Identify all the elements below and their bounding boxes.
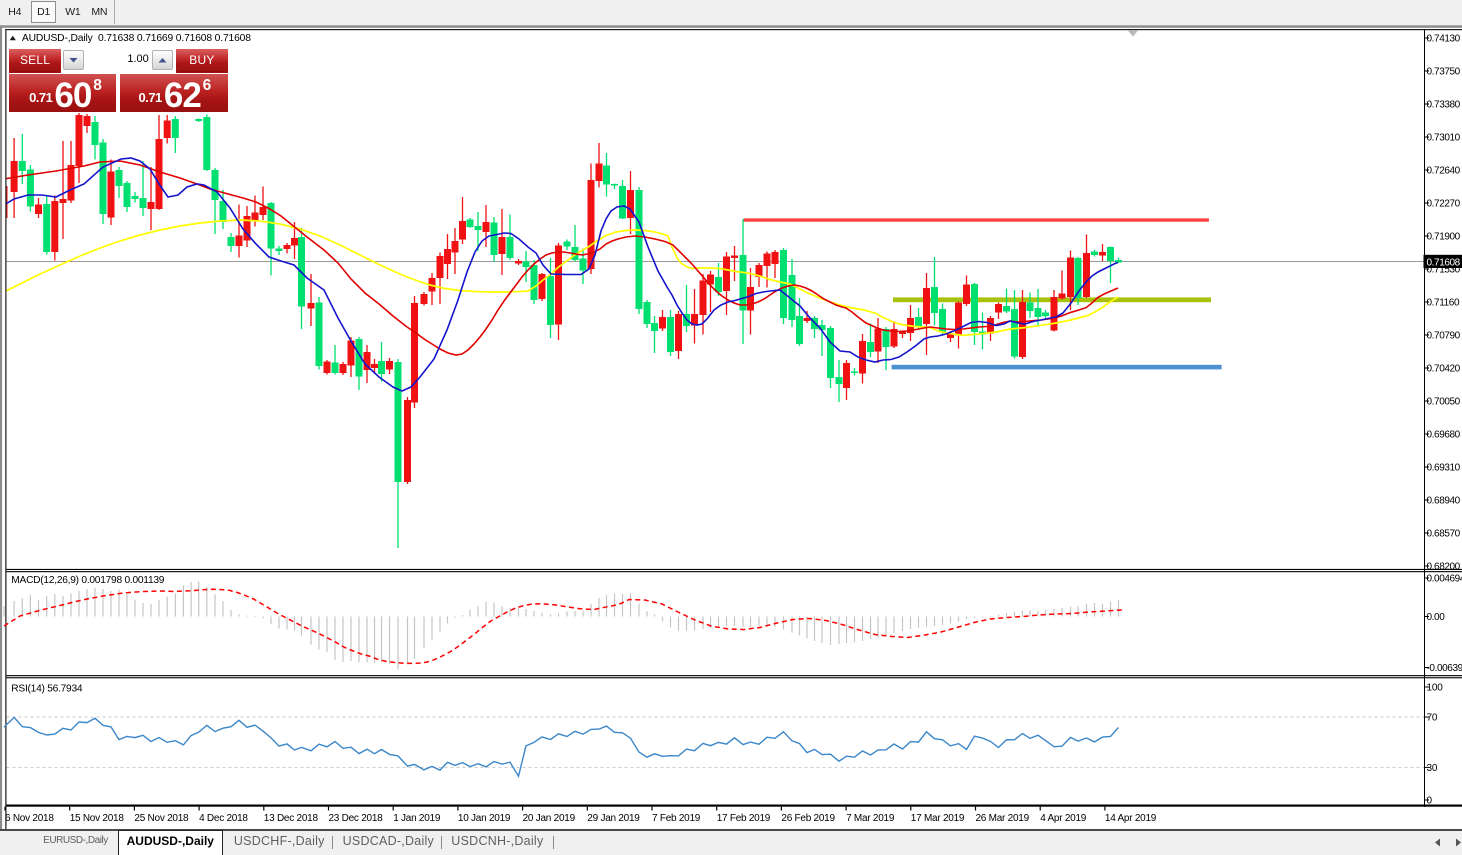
svg-text:23 Dec 2018: 23 Dec 2018: [329, 813, 384, 824]
svg-text:1 Jan 2019: 1 Jan 2019: [393, 813, 441, 824]
svg-text:30: 30: [1427, 763, 1438, 774]
svg-text:26 Feb 2019: 26 Feb 2019: [781, 813, 835, 824]
svg-text:0.73010: 0.73010: [1427, 133, 1461, 144]
svg-text:26 Mar 2019: 26 Mar 2019: [976, 813, 1030, 824]
svg-text:0.71608: 0.71608: [1427, 258, 1461, 269]
svg-text:0.72640: 0.72640: [1427, 166, 1461, 177]
svg-text:RSI(14) 56.7934: RSI(14) 56.7934: [11, 684, 83, 695]
svg-text:0.74130: 0.74130: [1427, 34, 1461, 45]
svg-text:0.70790: 0.70790: [1427, 331, 1461, 342]
svg-text:100: 100: [1427, 683, 1444, 694]
svg-text:0.68570: 0.68570: [1427, 529, 1461, 540]
svg-text:17 Mar 2019: 17 Mar 2019: [911, 813, 965, 824]
svg-text:20 Jan 2019: 20 Jan 2019: [523, 813, 576, 824]
svg-text:0.68200: 0.68200: [1427, 562, 1461, 573]
svg-text:7 Feb 2019: 7 Feb 2019: [652, 813, 701, 824]
svg-text:0: 0: [1427, 796, 1433, 807]
svg-text:14 Apr 2019: 14 Apr 2019: [1105, 813, 1157, 824]
svg-text:4 Dec 2018: 4 Dec 2018: [199, 813, 248, 824]
svg-text:0.70420: 0.70420: [1427, 364, 1461, 375]
svg-text:0.71160: 0.71160: [1427, 298, 1460, 309]
svg-text:13 Dec 2018: 13 Dec 2018: [264, 813, 319, 824]
svg-text:70: 70: [1427, 713, 1438, 724]
svg-text:15 Nov 2018: 15 Nov 2018: [70, 813, 125, 824]
svg-text:0.72270: 0.72270: [1427, 199, 1461, 210]
svg-text:-0.00639: -0.00639: [1427, 663, 1462, 674]
svg-text:0.69680: 0.69680: [1427, 430, 1461, 441]
svg-text:29 Jan 2019: 29 Jan 2019: [587, 813, 640, 824]
svg-text:25 Nov 2018: 25 Nov 2018: [134, 813, 189, 824]
svg-text:0.68940: 0.68940: [1427, 496, 1461, 507]
svg-text:0.69310: 0.69310: [1427, 463, 1461, 474]
svg-text:0.00: 0.00: [1427, 612, 1446, 623]
svg-text:AUDUSD-,Daily 0.71638 0.71669: AUDUSD-,Daily 0.71638 0.71669 0.71608 0.…: [22, 33, 251, 44]
svg-text:7 Mar 2019: 7 Mar 2019: [846, 813, 895, 824]
svg-text:0.73750: 0.73750: [1427, 67, 1461, 78]
svg-text:0.73380: 0.73380: [1427, 100, 1461, 111]
svg-text:6 Nov 2018: 6 Nov 2018: [5, 813, 54, 824]
svg-text:10 Jan 2019: 10 Jan 2019: [458, 813, 511, 824]
svg-text:MACD(12,26,9) 0.001798 0.00113: MACD(12,26,9) 0.001798 0.001139: [11, 575, 164, 586]
svg-text:0.70050: 0.70050: [1427, 397, 1461, 408]
svg-text:0.71900: 0.71900: [1427, 232, 1461, 243]
svg-text:0.004694: 0.004694: [1427, 574, 1462, 585]
svg-text:17 Feb 2019: 17 Feb 2019: [717, 813, 771, 824]
svg-text:4 Apr 2019: 4 Apr 2019: [1040, 813, 1087, 824]
